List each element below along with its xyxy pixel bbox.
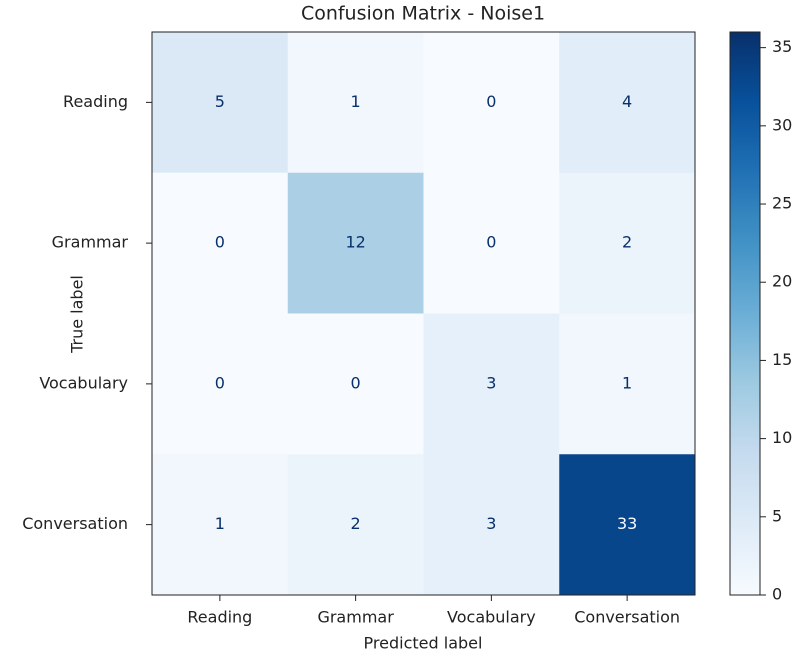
cell-value: 0 — [486, 92, 496, 111]
x-tick-label: Vocabulary — [447, 608, 536, 627]
colorbar-tick-label: 15 — [772, 350, 792, 369]
heatmap-cell — [152, 32, 289, 174]
heatmap-cell — [152, 454, 289, 596]
heatmap-cell — [559, 454, 696, 596]
heatmap-cell — [287, 32, 424, 174]
cell-value: 0 — [215, 373, 225, 392]
cell-value: 1 — [622, 373, 632, 392]
chart-title: Confusion Matrix - Noise1 — [301, 3, 545, 25]
cell-value: 3 — [486, 373, 496, 392]
cell-value: 0 — [351, 373, 361, 392]
heatmap-cell — [559, 32, 696, 174]
cell-value: 0 — [215, 233, 225, 252]
plot-frame — [151, 31, 696, 596]
colorbar-tick-label: 35 — [772, 37, 792, 56]
heatmap-cell — [287, 454, 424, 596]
cell-value: 33 — [617, 514, 637, 533]
colorbar-tick-label: 25 — [772, 194, 792, 213]
colorbar-tick-label: 30 — [772, 115, 792, 134]
y-axis-label: True label — [68, 275, 87, 354]
heatmap-cell — [287, 172, 424, 314]
cell-value: 2 — [622, 233, 632, 252]
colorbar — [729, 31, 761, 596]
cell-value: 3 — [486, 514, 496, 533]
y-tick-label: Vocabulary — [39, 373, 128, 392]
heatmap-cell — [152, 313, 289, 455]
x-axis-label: Predicted label — [364, 634, 483, 653]
cell-value: 4 — [622, 92, 632, 111]
y-tick-label: Reading — [63, 92, 128, 111]
cell-value: 5 — [215, 92, 225, 111]
heatmap-cell — [423, 172, 560, 314]
colorbar-tick-label: 20 — [772, 272, 792, 291]
colorbar-tick-label: 5 — [772, 506, 782, 525]
heatmap-cell — [152, 172, 289, 314]
heatmap-cell — [423, 454, 560, 596]
cell-value: 0 — [486, 233, 496, 252]
y-tick-label: Grammar — [52, 233, 129, 252]
cell-value: 1 — [215, 514, 225, 533]
x-tick-label: Grammar — [317, 608, 394, 627]
heatmap-cell — [423, 32, 560, 174]
colorbar-tick-label: 10 — [772, 428, 792, 447]
cell-value: 12 — [345, 233, 365, 252]
cell-value: 2 — [351, 514, 361, 533]
x-tick-label: Reading — [187, 608, 252, 627]
y-tick-label: Conversation — [22, 514, 128, 533]
heatmap-cell — [287, 313, 424, 455]
x-tick-label: Conversation — [574, 608, 680, 627]
cell-value: 1 — [351, 92, 361, 111]
heatmap-cell — [559, 172, 696, 314]
colorbar-tick-label: 0 — [772, 585, 782, 604]
heatmap-cell — [423, 313, 560, 455]
heatmap-cell — [559, 313, 696, 455]
